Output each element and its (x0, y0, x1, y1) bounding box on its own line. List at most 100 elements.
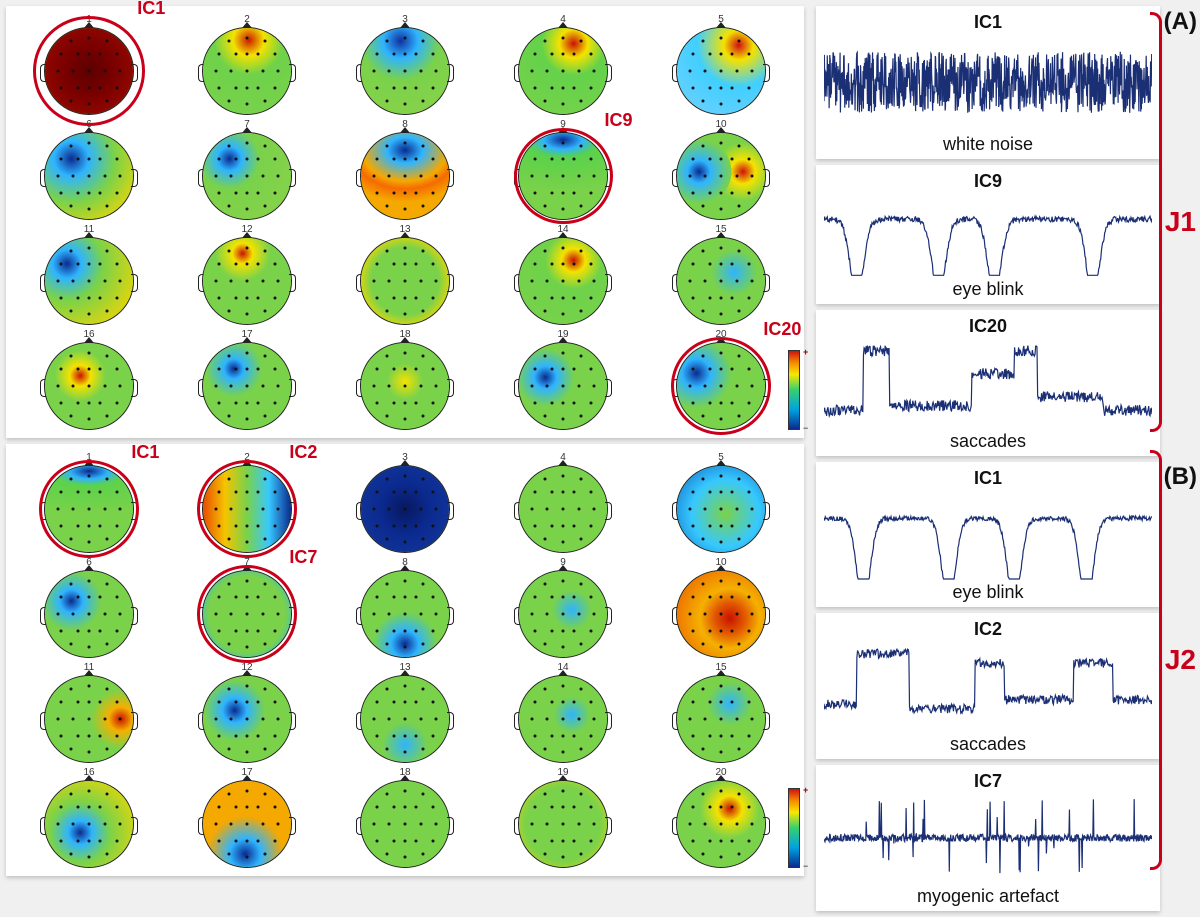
topomap-cell: 1 (12, 452, 166, 553)
topomap-panel-j2: 1 2 3 (6, 444, 804, 876)
waveform-caption: eye blink (824, 279, 1152, 300)
section-juror-j2: J2 (1165, 644, 1196, 676)
topomap-head (360, 465, 450, 553)
waveform-card: IC20 saccades (816, 310, 1160, 456)
topomap-head (44, 780, 134, 868)
waveform-card: IC7 myogenic artefact (816, 765, 1160, 911)
waveform-svg (824, 33, 1152, 132)
topomap-head (44, 132, 134, 220)
topomap-cell: 5 (644, 14, 798, 115)
topomap-cell: 2 (170, 452, 324, 553)
waveform-svg (824, 192, 1152, 277)
waveform-title: IC20 (824, 316, 1152, 337)
topomap-head (44, 27, 134, 115)
waveform-card: IC9 eye blink (816, 165, 1160, 304)
topomap-cell: 12 (170, 224, 324, 325)
topomap-head (518, 780, 608, 868)
bracket-j1 (1150, 12, 1162, 432)
color-scale-j2: + − (788, 788, 800, 868)
topomap-cell: 4 (486, 452, 640, 553)
waveform-title: IC1 (824, 12, 1152, 33)
topomap-cell: 6 (12, 557, 166, 658)
waveform-svg (824, 489, 1152, 581)
color-scale-plus: + (803, 785, 808, 795)
topomap-cell: 10 (644, 557, 798, 658)
topomap-head (202, 132, 292, 220)
topomap-cell: 18 (328, 329, 482, 430)
topomap-cell: 13 (328, 224, 482, 325)
topomap-head (676, 237, 766, 325)
waveform-svg (824, 337, 1152, 429)
topomap-cell: 5 (644, 452, 798, 553)
topomap-head (676, 780, 766, 868)
section-label-a: (A) (1164, 8, 1197, 36)
topomap-head (202, 465, 292, 553)
topomap-head (202, 570, 292, 658)
topomap-cell: 20 (644, 329, 798, 430)
topomap-head (360, 342, 450, 430)
topomap-cell: 18 (328, 767, 482, 868)
topomap-head (518, 342, 608, 430)
topomap-cell: 12 (170, 662, 324, 763)
topomap-head (676, 27, 766, 115)
topomap-head (44, 675, 134, 763)
topomap-head (518, 465, 608, 553)
waveform-title: IC7 (824, 771, 1152, 792)
topomap-cell: 15 (644, 224, 798, 325)
topomap-cell: 7 (170, 557, 324, 658)
waveform-caption: saccades (824, 431, 1152, 452)
topomap-cell: 3 (328, 14, 482, 115)
topomap-head (518, 237, 608, 325)
topomap-head (518, 132, 608, 220)
topomap-cell: 7 (170, 119, 324, 220)
topomap-cell: 4 (486, 14, 640, 115)
topomap-cell: 6 (12, 119, 166, 220)
topomap-cell: 17 (170, 767, 324, 868)
topomap-head (360, 27, 450, 115)
topomap-head (360, 132, 450, 220)
waveform-caption: white noise (824, 134, 1152, 155)
topomap-cell: 8 (328, 119, 482, 220)
topomap-cell: 19 (486, 329, 640, 430)
topomap-cell: 13 (328, 662, 482, 763)
waveform-caption: saccades (824, 734, 1152, 755)
waveform-column: IC1 white noise IC9 eye blink IC20 sacca… (810, 0, 1200, 917)
topomap-head (676, 132, 766, 220)
topomap-head (202, 675, 292, 763)
waveform-card: IC1 eye blink (816, 462, 1160, 608)
waveform-title: IC1 (824, 468, 1152, 489)
waveform-caption: myogenic artefact (824, 886, 1152, 907)
topomap-cell: 8 (328, 557, 482, 658)
topomap-head (360, 780, 450, 868)
topomap-cell: 3 (328, 452, 482, 553)
section-label-b: (B) (1164, 463, 1197, 491)
topomap-grid-j2: 1 2 3 (12, 452, 798, 868)
topomap-column: 1 2 3 (0, 0, 810, 917)
topomap-cell: 20 (644, 767, 798, 868)
topomap-head (44, 237, 134, 325)
section-juror-j1: J1 (1165, 206, 1196, 238)
topomap-cell: 17 (170, 329, 324, 430)
topomap-cell: 1 (12, 14, 166, 115)
topomap-cell: 16 (12, 767, 166, 868)
topomap-head (676, 342, 766, 430)
topomap-cell: 10 (644, 119, 798, 220)
figure-root: 1 2 3 (0, 0, 1200, 917)
topomap-head (360, 570, 450, 658)
topomap-head (518, 27, 608, 115)
topomap-head (202, 237, 292, 325)
topomap-head (202, 342, 292, 430)
topomap-cell: 11 (12, 224, 166, 325)
topomap-grid-j1: 1 2 3 (12, 14, 798, 430)
topomap-head (360, 237, 450, 325)
topomap-head (44, 570, 134, 658)
topomap-cell: 11 (12, 662, 166, 763)
topomap-head (202, 780, 292, 868)
topomap-cell: 9 (486, 557, 640, 658)
topomap-head (360, 675, 450, 763)
topomap-cell: 2 (170, 14, 324, 115)
topomap-head (44, 465, 134, 553)
topomap-cell: 19 (486, 767, 640, 868)
topomap-head (44, 342, 134, 430)
topomap-head (518, 675, 608, 763)
